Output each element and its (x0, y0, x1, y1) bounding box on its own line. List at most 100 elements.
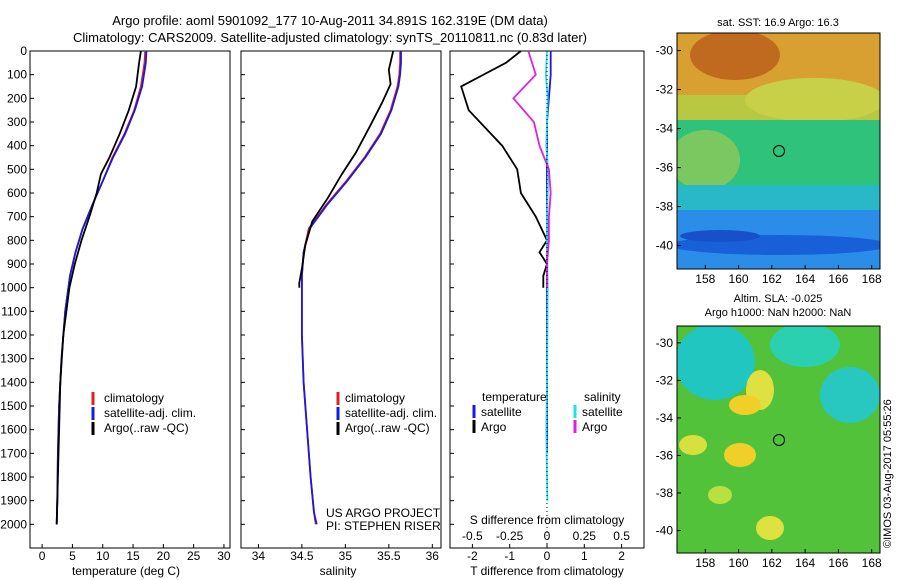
map-x-tick-label: 160 (729, 272, 749, 286)
salinity-xlabel: salinity (320, 564, 357, 578)
sst-map-title: sat. SST: 16.9 Argo: 16.3 (717, 17, 839, 29)
legend-label-satellite: satellite-adj. clim. (345, 406, 437, 420)
map-x-tick-label: 162 (762, 556, 782, 570)
sla-map-frame (676, 325, 881, 554)
map-y-tick-label: -30 (656, 336, 674, 350)
map-x-tick-label: 168 (862, 272, 882, 286)
depth-tick-label: 300 (7, 115, 27, 129)
map-y-tick-label: -36 (656, 448, 674, 462)
series-line-salinity-argo (512, 50, 552, 288)
sst-heatmap (677, 33, 880, 269)
x-tick-label: 15 (126, 549, 140, 563)
legend-label-climatology: climatology (345, 391, 405, 405)
series-line-satellite-adj-clim (300, 51, 402, 525)
legend-label-sal-argo: Argo (582, 420, 608, 434)
legend-label-argo: Argo(..raw -QC) (345, 421, 430, 435)
series-line-temperature-argo (460, 50, 549, 288)
sst-map-frame (676, 32, 881, 270)
sla-heatmap (677, 326, 880, 553)
map-y-tick-label: -40 (656, 523, 674, 537)
depth-tick-label: 100 (7, 68, 27, 82)
x-tick-label: 34.5 (290, 549, 314, 563)
depth-tick-label: 1200 (0, 328, 27, 342)
map-x-tick-label: 164 (795, 556, 815, 570)
depth-tick-label: 1300 (0, 352, 27, 366)
depth-tick-label: 800 (7, 233, 27, 247)
x-tick-label: 25 (187, 549, 201, 563)
legend-label-satellite: satellite-adj. clim. (104, 406, 196, 420)
depth-tick-label: 2000 (0, 517, 27, 531)
difference-xlabel-top: S difference from climatology (470, 513, 625, 527)
map-x-tick-label: 164 (795, 272, 815, 286)
x-tick-label: 34 (252, 549, 266, 563)
map-x-tick-label: 158 (695, 556, 715, 570)
depth-tick-label: 1500 (0, 399, 27, 413)
temperature-panel-frame (29, 50, 231, 549)
map-x-tick-label: 166 (828, 556, 848, 570)
x-tick-label: 5 (69, 549, 76, 563)
depth-tick-label: 1100 (1, 304, 27, 318)
map-y-tick-label: -36 (656, 161, 674, 175)
depth-tick-label: 1700 (0, 446, 27, 460)
legend-label-sal-satellite: satellite (582, 405, 623, 419)
figure-title-line1: Argo profile: aoml 5901092_177 10-Aug-20… (112, 13, 548, 28)
x-tick-label: 2 (618, 549, 625, 563)
map-y-tick-label: -40 (656, 239, 674, 253)
credit-project: US ARGO PROJECT (326, 506, 441, 520)
depth-tick-label: 1600 (0, 423, 27, 437)
map-x-tick-label: 158 (695, 272, 715, 286)
difference-legend: temperature salinity satellite Argo sate… (472, 390, 623, 434)
series-line-argo-raw-qc (55, 50, 142, 525)
sst-profile-marker (773, 145, 785, 157)
legend-label-argo: Argo(..raw -QC) (104, 421, 189, 435)
x-tick-label: 35 (339, 549, 353, 563)
map-x-tick-label: 168 (862, 556, 882, 570)
x-tick-label: 10 (96, 549, 110, 563)
salinity-legend: climatology satellite-adj. clim. Argo(..… (336, 391, 437, 435)
legend-title-temperature: temperature (482, 390, 547, 404)
map-y-tick-label: -34 (656, 122, 674, 136)
depth-tick-label: 1900 (0, 494, 27, 508)
x-tick-label: 30 (217, 549, 231, 563)
depth-tick-label: 500 (7, 162, 27, 176)
series-line-argo-raw-qc (298, 50, 395, 288)
series-line-salinity-satellite (544, 50, 550, 501)
figure-title-line2: Climatology: CARS2009. Satellite-adjuste… (72, 30, 587, 45)
map-y-tick-label: -38 (656, 200, 674, 214)
legend-label-temp-satellite: satellite (481, 405, 522, 419)
x-tick-label-top: -0.25 (496, 529, 524, 543)
x-tick-label-top: 0.25 (573, 529, 597, 543)
depth-tick-label: 0 (20, 44, 27, 58)
x-tick-label: -1 (504, 549, 515, 563)
map-y-tick-label: -32 (656, 373, 674, 387)
legend-label-temp-argo: Argo (481, 420, 507, 434)
x-tick-label: 35.5 (377, 549, 401, 563)
depth-tick-label: 600 (7, 186, 27, 200)
x-tick-label: 36 (426, 549, 440, 563)
salinity-panel-frame (240, 50, 442, 549)
x-tick-label-top: 0.5 (613, 529, 630, 543)
legend-title-salinity: salinity (584, 390, 621, 404)
legend-label-climatology: climatology (104, 391, 164, 405)
x-tick-label: 0 (544, 549, 551, 563)
sla-map-title: Altim. SLA: -0.025 (734, 293, 823, 305)
depth-tick-label: 1800 (0, 470, 27, 484)
x-tick-label: 20 (157, 549, 171, 563)
depth-tick-label: 400 (7, 139, 27, 153)
sla-profile-marker (773, 434, 785, 446)
map-y-tick-label: -32 (656, 83, 674, 97)
x-tick-label-top: -0.5 (462, 529, 483, 543)
credit-pi: PI: STEPHEN RISER (326, 519, 441, 533)
depth-tick-label: 1000 (0, 281, 27, 295)
map-y-tick-label: -34 (656, 411, 674, 425)
temperature-legend: climatology satellite-adj. clim. Argo(..… (91, 391, 196, 435)
x-tick-label: -2 (467, 549, 478, 563)
map-x-tick-label: 160 (729, 556, 749, 570)
depth-tick-label: 200 (7, 91, 27, 105)
temperature-xlabel: temperature (deg C) (72, 564, 180, 578)
difference-xlabel-bottom: T difference from climatology (470, 564, 624, 578)
sla-map-subtitle: Argo h1000: NaN h2000: NaN (705, 307, 852, 319)
depth-tick-label: 900 (7, 257, 27, 271)
depth-tick-label: 700 (7, 210, 27, 224)
